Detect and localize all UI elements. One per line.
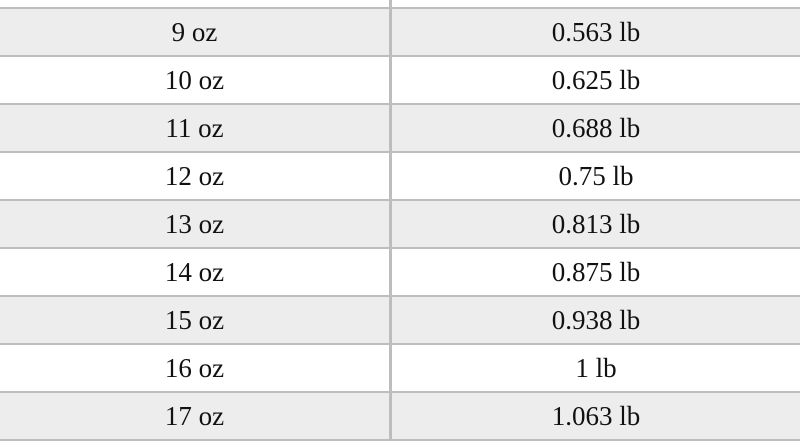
lb-cell: 0.875 lb bbox=[551, 256, 641, 287]
lb-cell: 0.813 lb bbox=[551, 208, 641, 239]
oz-cell bbox=[0, 0, 392, 7]
table-row-partial bbox=[0, 0, 800, 9]
lb-cell: 0.688 lb bbox=[551, 112, 641, 143]
oz-cell: 16 oz bbox=[0, 345, 392, 391]
oz-cell: 13 oz bbox=[0, 201, 392, 247]
oz-cell: 9 oz bbox=[0, 9, 392, 55]
oz-cell: 10 oz bbox=[0, 57, 392, 103]
lb-cell: 0.563 lb bbox=[551, 16, 641, 47]
lb-cell: 0.625 lb bbox=[551, 64, 641, 95]
lb-cell: 0.938 lb bbox=[551, 304, 641, 335]
table-row: 16 oz 1 lb bbox=[0, 345, 800, 393]
table-row: 11 oz 0.688 lb bbox=[0, 105, 800, 153]
oz-cell: 17 oz bbox=[0, 393, 392, 439]
lb-cell: 1.063 lb bbox=[551, 400, 641, 431]
lb-cell: 0.75 lb bbox=[558, 160, 634, 191]
table-row: 14 oz 0.875 lb bbox=[0, 249, 800, 297]
oz-cell: 11 oz bbox=[0, 105, 392, 151]
lb-cell: 1 lb bbox=[575, 352, 617, 383]
oz-cell: 14 oz bbox=[0, 249, 392, 295]
oz-cell: 12 oz bbox=[0, 153, 392, 199]
oz-cell: 15 oz bbox=[0, 297, 392, 343]
table-row: 9 oz 0.563 lb bbox=[0, 9, 800, 57]
table-row: 12 oz 0.75 lb bbox=[0, 153, 800, 201]
lb-cell bbox=[392, 0, 800, 7]
table-row: 13 oz 0.813 lb bbox=[0, 201, 800, 249]
table-row: 15 oz 0.938 lb bbox=[0, 297, 800, 345]
table-row: 10 oz 0.625 lb bbox=[0, 57, 800, 105]
table-row: 17 oz 1.063 lb bbox=[0, 393, 800, 441]
